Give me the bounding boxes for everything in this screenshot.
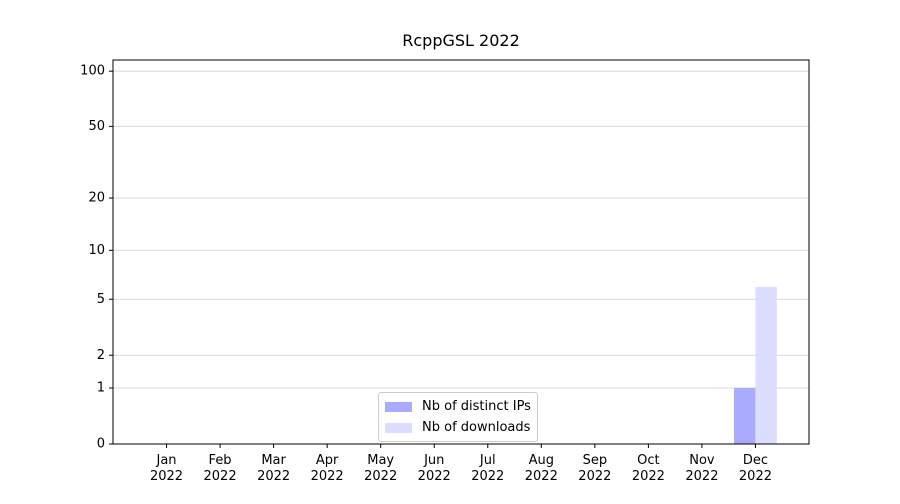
- x-tick-label: Jul 2022: [471, 453, 505, 484]
- x-tick-label: Dec 2022: [738, 453, 772, 484]
- x-tick-label: May 2022: [364, 453, 398, 484]
- y-tick-label: 20: [88, 191, 105, 206]
- legend-entry: Nb of downloads: [385, 417, 531, 438]
- legend: Nb of distinct IPs Nb of downloads: [378, 392, 538, 442]
- y-tick-label: 0: [97, 437, 105, 452]
- legend-swatch: [385, 401, 412, 412]
- legend-label: Nb of downloads: [422, 420, 531, 435]
- y-tick-label: 2: [97, 348, 105, 363]
- y-tick-label: 1: [97, 381, 105, 396]
- x-tick-label: Jun 2022: [417, 453, 451, 484]
- x-tick-label: Apr 2022: [310, 453, 344, 484]
- legend-swatch: [385, 422, 412, 433]
- y-tick-label: 50: [88, 119, 105, 134]
- bar: [734, 388, 756, 444]
- x-tick-label: Feb 2022: [203, 453, 237, 484]
- bar: [755, 286, 777, 444]
- legend-entry: Nb of distinct IPs: [385, 396, 531, 417]
- y-tick-label: 10: [88, 243, 105, 258]
- plot-frame: [112, 59, 810, 445]
- y-tick-label: 100: [80, 64, 105, 79]
- chart-title: RcppGSL 2022: [402, 31, 520, 50]
- x-tick-label: Nov 2022: [685, 453, 719, 484]
- legend-label: Nb of distinct IPs: [422, 399, 531, 414]
- x-tick-label: Jan 2022: [149, 453, 184, 484]
- y-tick-label: 5: [97, 292, 105, 307]
- x-tick-label: Mar 2022: [257, 453, 291, 484]
- x-tick-label: Sep 2022: [578, 453, 612, 484]
- x-tick-label: Oct 2022: [631, 453, 665, 484]
- x-tick-label: Aug 2022: [524, 453, 558, 484]
